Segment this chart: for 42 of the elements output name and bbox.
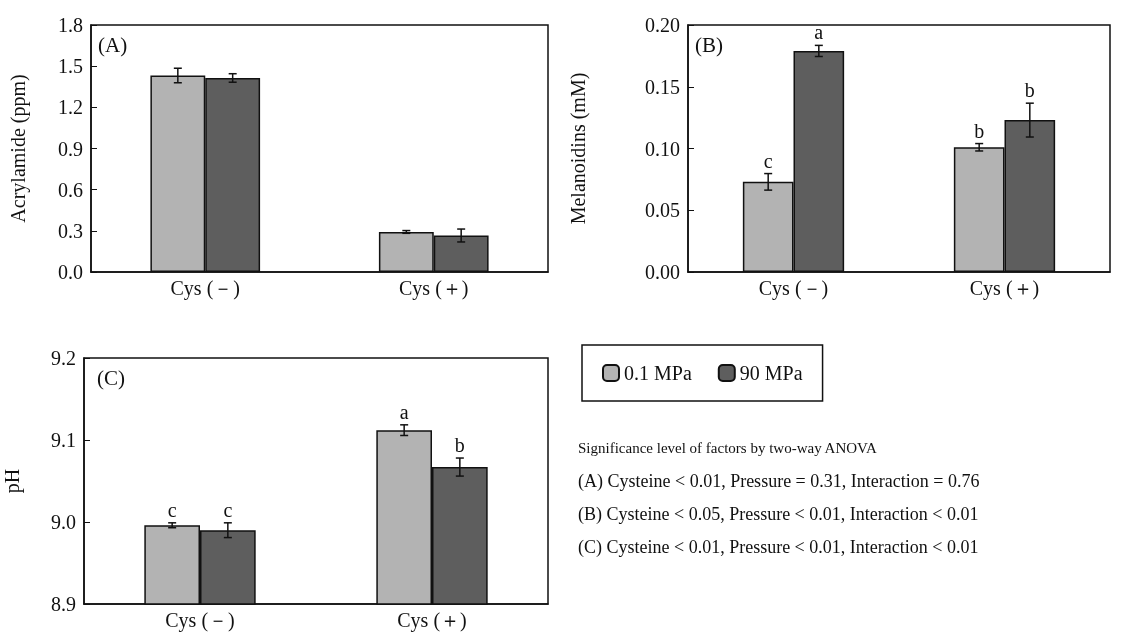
- data-label: b: [454, 434, 465, 457]
- y-tick-label: 9.1: [51, 429, 76, 451]
- y-tick-label: 9.2: [51, 347, 76, 369]
- y-tick-label: 9.0: [51, 511, 76, 533]
- data-label: c: [763, 149, 773, 172]
- x-tick-label: Cys (＋): [399, 277, 469, 300]
- x-tick-label: Cys (－): [165, 609, 235, 632]
- text: (C) Cysteine < 0.01, Pressure < 0.01, Interaction < 0.01: [578, 537, 980, 558]
- data-label: c: [223, 498, 233, 521]
- data-label: b: [1024, 79, 1035, 102]
- chart-title: (C): [97, 365, 125, 390]
- y-axis-title: pH: [1, 468, 24, 494]
- data-label: a: [814, 21, 824, 44]
- y-tick-label: 0.10: [645, 137, 680, 160]
- y-tick-label: 0.15: [645, 75, 680, 98]
- y-axis-title: Melanoidins (mM): [567, 72, 590, 225]
- y-tick-label: 1.5: [58, 55, 83, 78]
- y-tick-label: 1.2: [58, 96, 83, 119]
- legend-label: 0.1 MPa: [624, 362, 692, 384]
- chart-title: (B): [695, 32, 723, 57]
- text: Significance level of factors by two-way ANOVA: [578, 440, 878, 457]
- x-tick-label: Cys (＋): [969, 277, 1040, 300]
- x-tick-label: Cys (－): [170, 277, 240, 300]
- y-axis-title: Acrylamide (ppm): [7, 74, 30, 223]
- y-tick-label: 0.3: [58, 219, 83, 242]
- text: (A) Cysteine < 0.01, Pressure = 0.31, Interaction = 0.76: [578, 471, 981, 492]
- data-label: b: [974, 119, 985, 142]
- chart-title: (A): [98, 32, 128, 57]
- y-tick-label: 0.05: [645, 199, 680, 222]
- y-tick-label: 0.6: [58, 178, 83, 201]
- y-tick-label: 0.20: [645, 14, 680, 36]
- y-tick-label: 0.0: [58, 261, 83, 283]
- y-tick-label: 8.9: [51, 593, 76, 615]
- x-tick-label: Cys (＋): [397, 609, 467, 632]
- data-label: c: [167, 498, 177, 521]
- text: (B) Cysteine < 0.05, Pressure < 0.01, Interaction < 0.01: [578, 504, 980, 525]
- y-tick-label: 0.00: [645, 261, 680, 283]
- y-tick-label: 0.9: [58, 137, 83, 160]
- legend-label: 90 MPa: [739, 362, 803, 384]
- data-label: a: [399, 400, 409, 423]
- x-tick-label: Cys (－): [758, 277, 829, 300]
- y-tick-label: 1.8: [58, 14, 83, 36]
